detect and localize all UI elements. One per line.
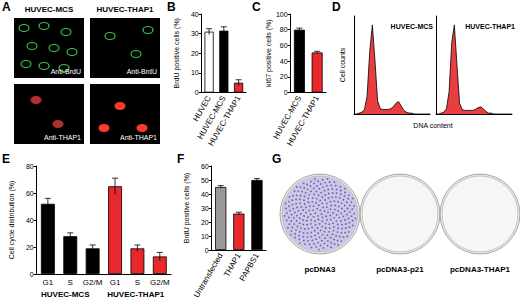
svg-text:20: 20 — [191, 50, 199, 57]
html-text:B: B — [167, 0, 176, 14]
html-text:F: F — [177, 152, 185, 166]
svg-text:HUVEC-MCS: HUVEC-MCS — [391, 23, 434, 30]
svg-text:Untransfected: Untransfected — [192, 252, 225, 300]
svg-text:BrdU positive cells (%): BrdU positive cells (%) — [183, 173, 191, 243]
svg-text:50: 50 — [201, 177, 209, 184]
svg-text:G2/M: G2/M — [83, 278, 103, 287]
svg-text:HUVEC-THAP1: HUVEC-THAP1 — [107, 290, 164, 299]
svg-text:HUVEC-THAP1: HUVEC-THAP1 — [97, 5, 154, 14]
svg-text:HUVEC-THAP1: HUVEC-THAP1 — [285, 94, 321, 148]
svg-text:HUVEC: HUVEC — [191, 94, 213, 123]
svg-text:80: 80 — [26, 163, 34, 170]
svg-text:30: 30 — [201, 205, 209, 212]
svg-text:G2/M: G2/M — [150, 278, 170, 287]
svg-text:HUVEC-MCS: HUVEC-MCS — [271, 94, 304, 141]
svg-text:HUVEC-THAP1: HUVEC-THAP1 — [207, 94, 243, 148]
svg-text:0: 0 — [284, 89, 288, 96]
svg-text:kI67 positive cells (%): kI67 positive cells (%) — [265, 19, 273, 87]
svg-text:0: 0 — [205, 247, 209, 254]
svg-text:THAP1: THAP1 — [222, 251, 243, 279]
svg-text:20: 20 — [26, 244, 34, 251]
svg-text:Anti-THAP1: Anti-THAP1 — [120, 134, 157, 141]
svg-text:20: 20 — [201, 219, 209, 226]
svg-text:S: S — [68, 278, 73, 287]
svg-text:0: 0 — [195, 89, 199, 96]
svg-text:40: 40 — [191, 11, 199, 18]
svg-text:Cell counts: Cell counts — [339, 47, 346, 82]
svg-text:DNA content: DNA content — [413, 122, 452, 129]
html-text:G: G — [272, 152, 282, 166]
svg-text:S: S — [135, 278, 140, 287]
svg-text:40: 40 — [201, 191, 209, 198]
html-text:E: E — [2, 152, 10, 166]
svg-text:BrdU positive cells (%): BrdU positive cells (%) — [173, 18, 181, 88]
html-text:D: D — [332, 0, 341, 14]
svg-text:pcDNA3-THAP1: pcDNA3-THAP1 — [450, 265, 511, 274]
svg-text:0: 0 — [30, 271, 34, 278]
svg-text:20: 20 — [280, 73, 288, 80]
svg-text:PAPBS1: PAPBS1 — [238, 251, 261, 282]
svg-text:HUVEC-MCS: HUVEC-MCS — [25, 5, 74, 14]
svg-text:Anti-THAP1: Anti-THAP1 — [44, 134, 81, 141]
svg-text:Cell cycle distribution (%): Cell cycle distribution (%) — [8, 181, 16, 260]
svg-text:60: 60 — [280, 42, 288, 49]
svg-text:60: 60 — [26, 190, 34, 197]
svg-text:HUVEC-THAP1: HUVEC-THAP1 — [465, 23, 515, 30]
svg-text:40: 40 — [26, 217, 34, 224]
svg-text:30: 30 — [191, 30, 199, 37]
html-text:C: C — [252, 0, 261, 14]
svg-text:HUVEC-MCS: HUVEC-MCS — [41, 290, 90, 299]
svg-text:Anti-BrdU: Anti-BrdU — [127, 68, 157, 75]
svg-text:80: 80 — [280, 26, 288, 33]
svg-text:HUVEC-MCS: HUVEC-MCS — [195, 94, 228, 141]
svg-text:40: 40 — [280, 58, 288, 65]
svg-text:100: 100 — [276, 11, 288, 18]
svg-text:10: 10 — [191, 69, 199, 76]
svg-text:G1: G1 — [110, 278, 121, 287]
svg-text:Anti-BrdU: Anti-BrdU — [51, 68, 81, 75]
svg-text:60: 60 — [201, 163, 209, 170]
svg-text:pcDNA3: pcDNA3 — [304, 265, 336, 274]
html-text:A: A — [2, 0, 11, 14]
svg-text:pcDNA3-p21: pcDNA3-p21 — [376, 265, 424, 274]
svg-text:10: 10 — [201, 233, 209, 240]
svg-text:G1: G1 — [43, 278, 54, 287]
